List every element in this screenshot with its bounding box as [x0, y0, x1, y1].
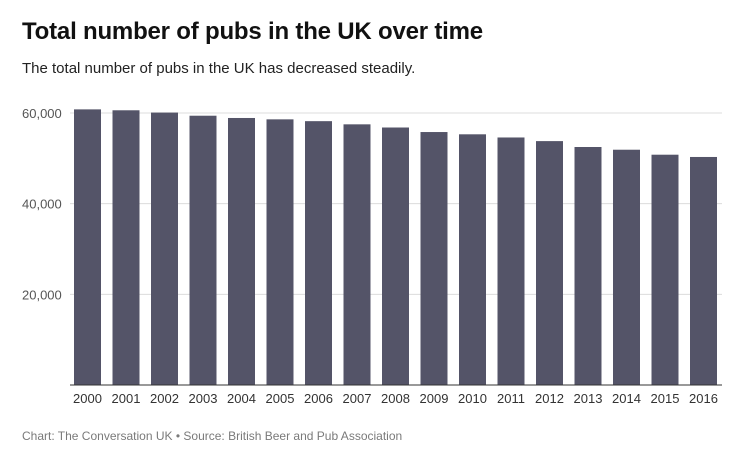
y-tick-label: 20,000 — [22, 287, 62, 302]
x-tick-label: 2010 — [458, 391, 487, 406]
bar-2015 — [651, 154, 679, 385]
bar-2003 — [189, 115, 217, 385]
chart-subtitle: The total number of pubs in the UK has d… — [22, 60, 416, 77]
x-tick-label: 2005 — [266, 391, 295, 406]
x-tick-label: 2012 — [535, 391, 564, 406]
x-tick-label: 2002 — [150, 391, 179, 406]
bar-2009 — [420, 132, 448, 385]
bar-2005 — [266, 119, 294, 385]
x-tick-label: 2007 — [343, 391, 372, 406]
bar-2006 — [305, 121, 332, 385]
x-tick-label: 2004 — [227, 391, 256, 406]
x-tick-label: 2009 — [420, 391, 449, 406]
x-tick-label: 2016 — [689, 391, 718, 406]
bars — [74, 109, 717, 386]
x-tick-label: 2014 — [612, 391, 641, 406]
x-tick-label: 2001 — [112, 391, 141, 406]
bar-2001 — [112, 110, 140, 385]
x-tick-label: 2000 — [73, 391, 102, 406]
bar-2000 — [74, 109, 101, 385]
bar-2016 — [690, 156, 717, 385]
chart-source: Chart: The Conversation UK • Source: Bri… — [22, 429, 403, 443]
y-tick-label: 60,000 — [22, 106, 62, 121]
x-tick-label: 2008 — [381, 391, 410, 406]
bar-2014 — [613, 149, 640, 385]
bar-2011 — [497, 137, 525, 385]
bar-2010 — [459, 134, 486, 385]
axes: 20,000 40,000 60,000 2000 2001 2002 2003 2004 20… — [22, 106, 722, 406]
bar-2008 — [382, 127, 409, 386]
y-tick-label: 40,000 — [22, 197, 62, 212]
x-tick-label: 2006 — [304, 391, 333, 406]
bar-2013 — [574, 147, 602, 385]
x-tick-label: 2015 — [651, 391, 680, 406]
x-tick-label: 2013 — [574, 391, 603, 406]
x-tick-label: 2003 — [189, 391, 218, 406]
x-tick-label: 2011 — [497, 391, 525, 406]
chart-title: Total number of pubs in the UK over time — [22, 18, 483, 45]
bar-2012 — [536, 141, 563, 385]
bar-2002 — [151, 112, 178, 386]
bar-2007 — [343, 124, 371, 385]
bar-2004 — [228, 117, 255, 385]
